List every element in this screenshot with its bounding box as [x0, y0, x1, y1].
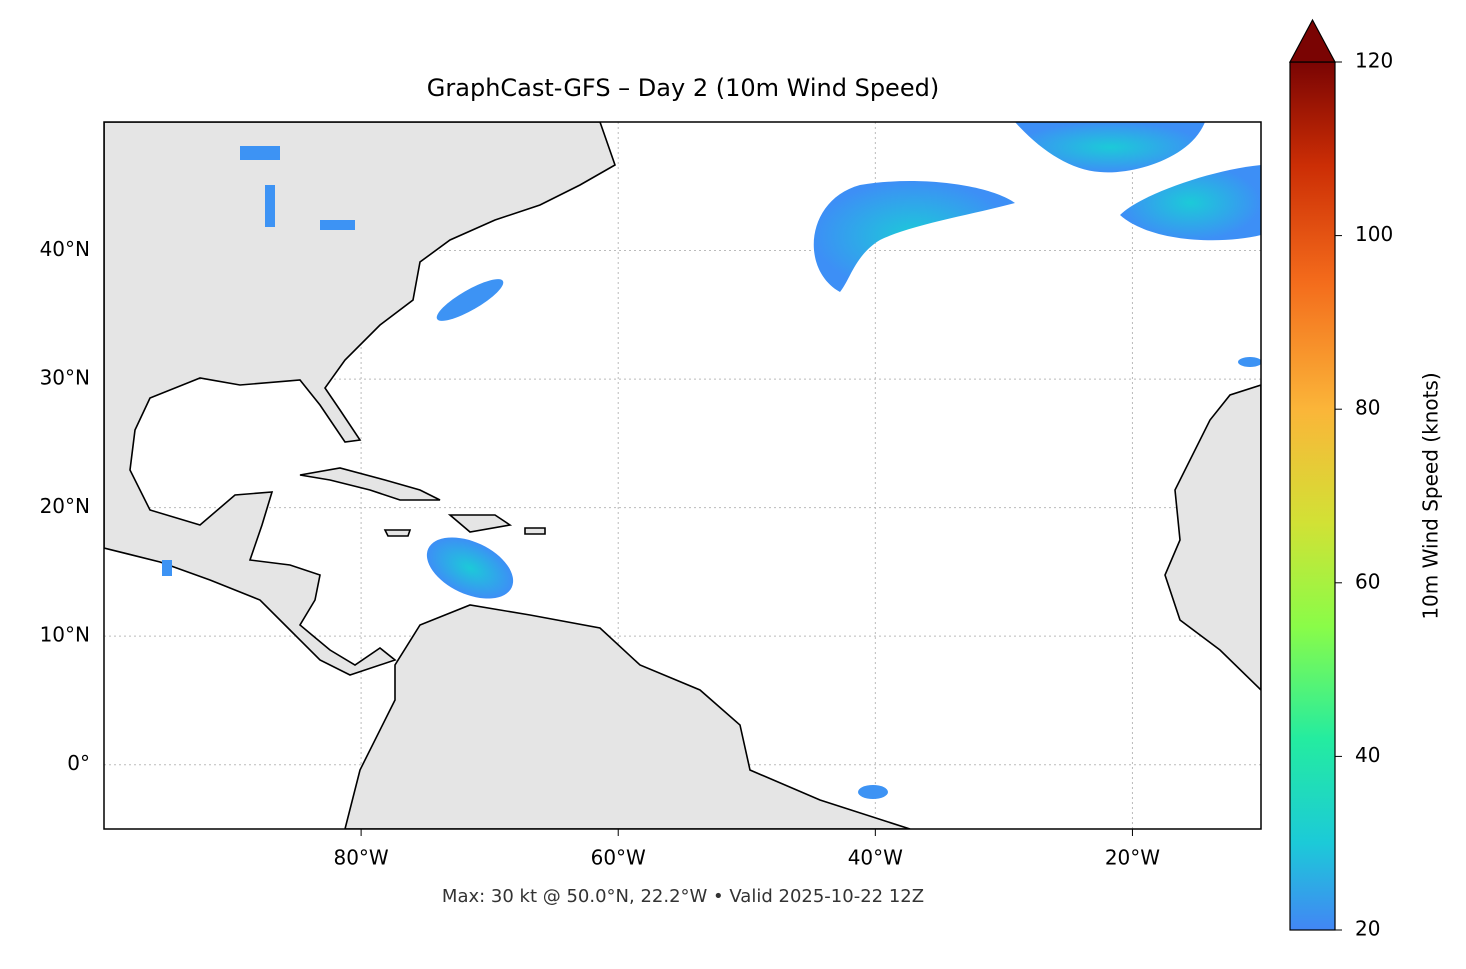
- x-tick-label: 40°W: [848, 846, 903, 870]
- title: GraphCast-GFS – Day 2 (10m Wind Speed): [427, 74, 939, 102]
- colorbar-tick-label: 40: [1355, 743, 1380, 767]
- south-america: [344, 604, 911, 829]
- y-tick-label: 10°N: [40, 623, 90, 647]
- hispaniola: [447, 514, 513, 533]
- colorbar-tick-label: 20: [1355, 917, 1380, 941]
- footnote: Max: 30 kt @ 50.0°N, 22.2°W • Valid 2025…: [442, 886, 924, 907]
- puerto-rico: [524, 527, 546, 535]
- colorbar-tick-label: 120: [1355, 49, 1393, 73]
- y-tick-label: 40°N: [40, 237, 90, 261]
- colorbar-scale: [1289, 61, 1336, 931]
- cuba: [299, 467, 441, 501]
- y-tick-label: 30°N: [40, 366, 90, 390]
- colorbar-tick-label: 100: [1355, 222, 1393, 246]
- x-tick-label: 20°W: [1105, 846, 1160, 870]
- colorbar-extend: [1288, 18, 1337, 63]
- y-tick-label: 20°N: [40, 494, 90, 518]
- map-frame: [103, 121, 1262, 830]
- axes: 80°W 60°W 40°W 20°W 0° 10°N 20°N 30°N 40°N: [40, 237, 1161, 869]
- colorbar-ticks: 20 40 60 80 100 120: [1335, 49, 1393, 941]
- jamaica: [383, 529, 412, 537]
- colorbar-tick-label: 80: [1355, 396, 1380, 420]
- colorbar-label: 10m Wind Speed (knots): [1419, 372, 1443, 619]
- colorbar-tick-label: 60: [1355, 569, 1380, 593]
- x-tick-label: 60°W: [591, 846, 646, 870]
- colorbar: 20 40 60 80 100 120 10m Wind Speed (knots): [1288, 18, 1443, 941]
- africa: [1164, 384, 1261, 692]
- north-america: [104, 122, 616, 676]
- map-area: [104, 122, 1261, 829]
- wind-field: [162, 122, 1261, 799]
- y-tick-label: 0°: [67, 751, 90, 775]
- x-tick-label: 80°W: [333, 846, 388, 870]
